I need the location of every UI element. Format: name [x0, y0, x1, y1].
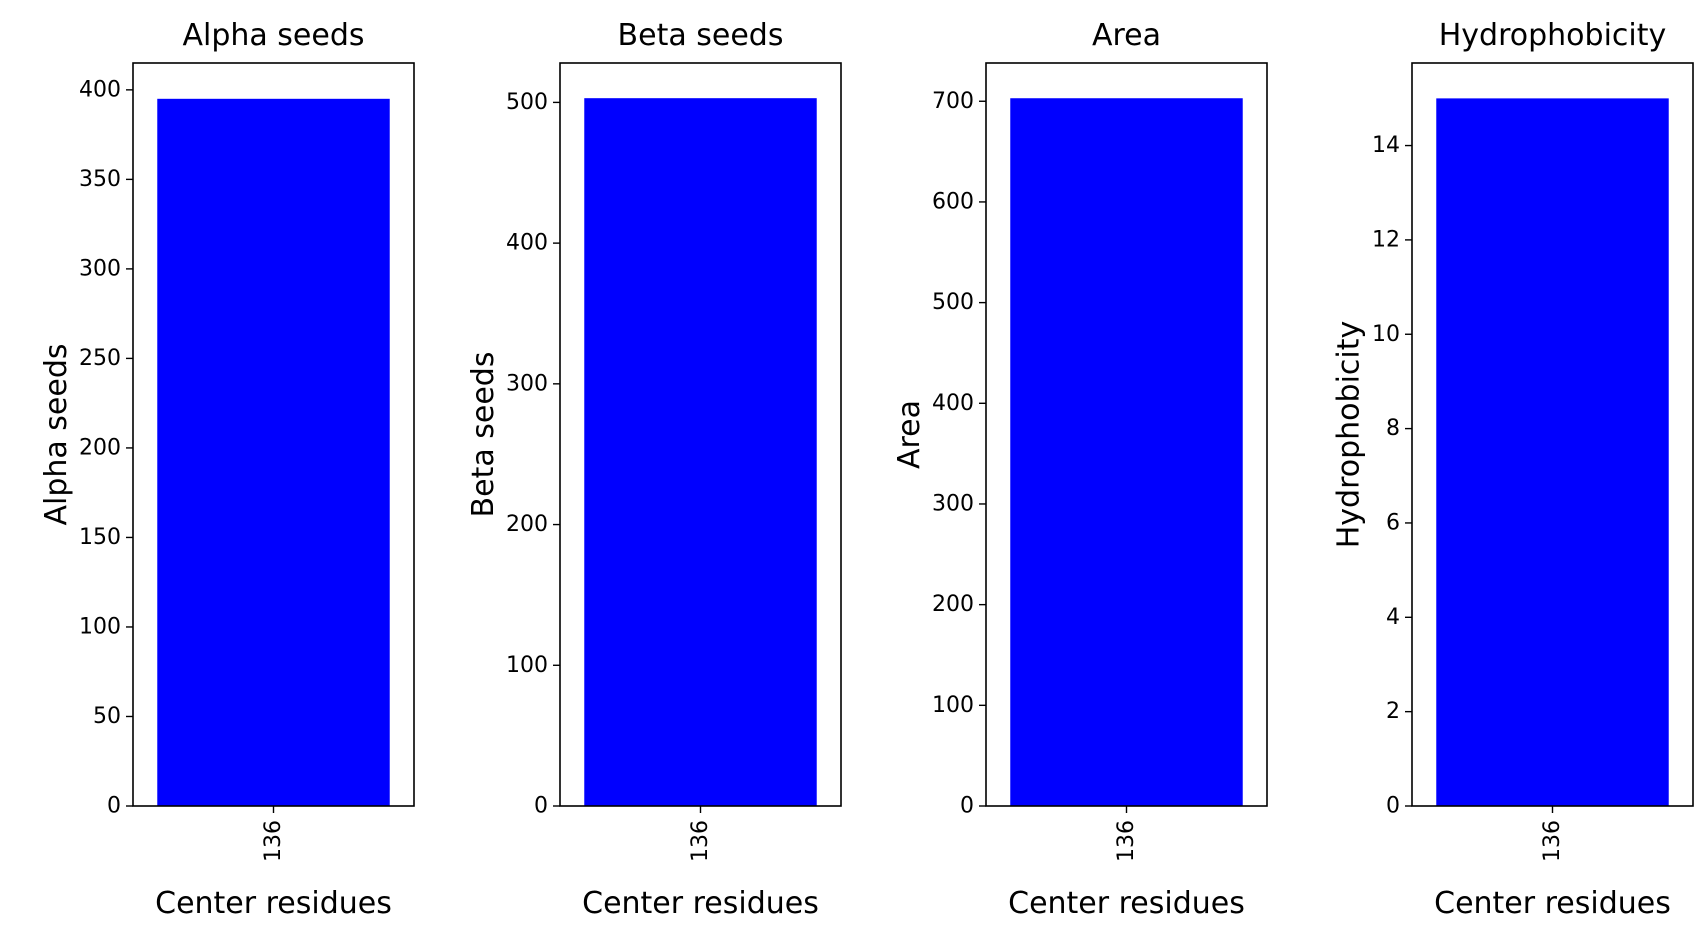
subplot-1: 136 0 50 100 150 200 250 300 350 400 Alpha seeds Ce… — [39, 18, 415, 921]
x-tick-label: 136 — [261, 820, 286, 862]
y-tick-label: 8 — [1386, 416, 1400, 441]
y-tick-label: 400 — [506, 231, 548, 256]
y-tick-label: 100 — [506, 653, 548, 678]
y-tick-label: 200 — [79, 435, 121, 460]
y-tick-label: 0 — [107, 794, 121, 819]
axes-frame — [985, 62, 1268, 807]
y-tick-label: 150 — [79, 525, 121, 550]
bar — [1010, 98, 1243, 807]
subplot-4: 136 0 2 4 6 8 10 12 14 Hydrophobicity Center resid… — [1332, 18, 1694, 921]
x-tick-label: 136 — [688, 820, 713, 862]
y-tick-label: 4 — [1386, 605, 1400, 630]
y-tick-label: 200 — [932, 592, 974, 617]
axes-frame — [1411, 62, 1694, 807]
axes-frame — [559, 62, 842, 807]
y-tick-label: 250 — [79, 346, 121, 371]
subplot-3: 136 0 100 200 300 400 500 600 700 Area Center resi… — [892, 18, 1268, 921]
x-tick-label: 136 — [1114, 820, 1139, 862]
y-tick-label: 500 — [932, 290, 974, 315]
y-tick-label: 300 — [79, 256, 121, 281]
chart-title: Beta seeds — [618, 18, 784, 53]
x-axis-label: Center residues — [582, 886, 819, 921]
y-tick-label: 400 — [932, 391, 974, 416]
subplot-2: 136 0 100 200 300 400 500 Beta seeds Center resi… — [466, 18, 842, 921]
y-tick-label: 2 — [1386, 699, 1400, 724]
y-tick-label: 6 — [1386, 510, 1400, 535]
chart-title: Hydrophobicity — [1439, 18, 1667, 53]
axes-frame — [132, 62, 415, 807]
bar — [1436, 98, 1669, 806]
y-tick-label: 300 — [932, 491, 974, 516]
y-axis-label: Alpha seeds — [39, 343, 74, 525]
y-tick-label: 700 — [932, 89, 974, 114]
y-tick-label: 200 — [506, 512, 548, 537]
bar — [584, 98, 817, 806]
y-tick-label: 100 — [932, 693, 974, 718]
x-tick-label: 136 — [1540, 820, 1565, 862]
y-tick-label: 600 — [932, 189, 974, 214]
y-tick-label: 0 — [960, 794, 974, 819]
y-tick-label: 10 — [1372, 322, 1400, 347]
x-axis-label: Center residues — [155, 886, 392, 921]
x-axis-label: Center residues — [1434, 886, 1671, 921]
y-tick-label: 300 — [506, 371, 548, 396]
y-axis-label: Hydrophobicity — [1332, 321, 1367, 549]
y-tick-label: 500 — [506, 90, 548, 115]
y-tick-label: 100 — [79, 614, 121, 639]
chart-title: Alpha seeds — [182, 18, 364, 53]
chart-title: Area — [1092, 18, 1161, 53]
y-tick-label: 12 — [1372, 227, 1400, 252]
y-tick-label: 0 — [1386, 794, 1400, 819]
y-tick-label: 350 — [79, 167, 121, 192]
y-tick-label: 400 — [79, 77, 121, 102]
y-tick-label: 14 — [1372, 133, 1400, 158]
bar — [157, 98, 390, 806]
y-tick-label: 0 — [534, 794, 548, 819]
y-tick-label: 50 — [93, 704, 121, 729]
y-axis-label: Beta seeds — [466, 352, 501, 518]
y-axis-label: Area — [892, 400, 927, 469]
x-axis-label: Center residues — [1008, 886, 1245, 921]
